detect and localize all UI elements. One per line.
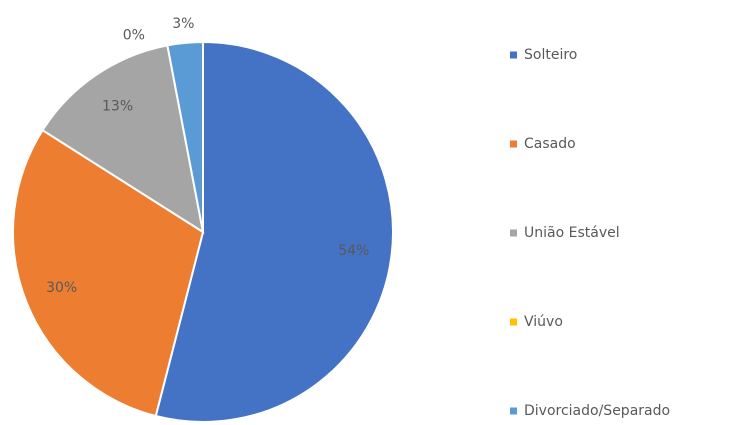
data-label: 13% <box>102 98 133 114</box>
legend-swatch <box>510 318 517 326</box>
legend-label: Solteiro <box>524 47 577 63</box>
pie-slice <box>166 40 204 233</box>
legend-swatch <box>510 140 517 148</box>
legend-label: Viúvo <box>524 314 563 330</box>
legend-swatch <box>510 51 517 59</box>
legend-swatch <box>510 229 517 237</box>
legend-label: Casado <box>524 136 576 152</box>
legend-swatch <box>510 407 517 415</box>
data-label: 3% <box>172 16 194 32</box>
pie-slice <box>154 40 394 423</box>
data-label: 30% <box>46 280 77 296</box>
pie-slice <box>41 44 205 235</box>
data-label: 0% <box>123 28 145 44</box>
data-label: 54% <box>338 243 369 259</box>
legend-label: União Estável <box>524 225 620 241</box>
legend-label: Divorciado/Separado <box>524 403 670 419</box>
pie-slice <box>12 128 205 418</box>
